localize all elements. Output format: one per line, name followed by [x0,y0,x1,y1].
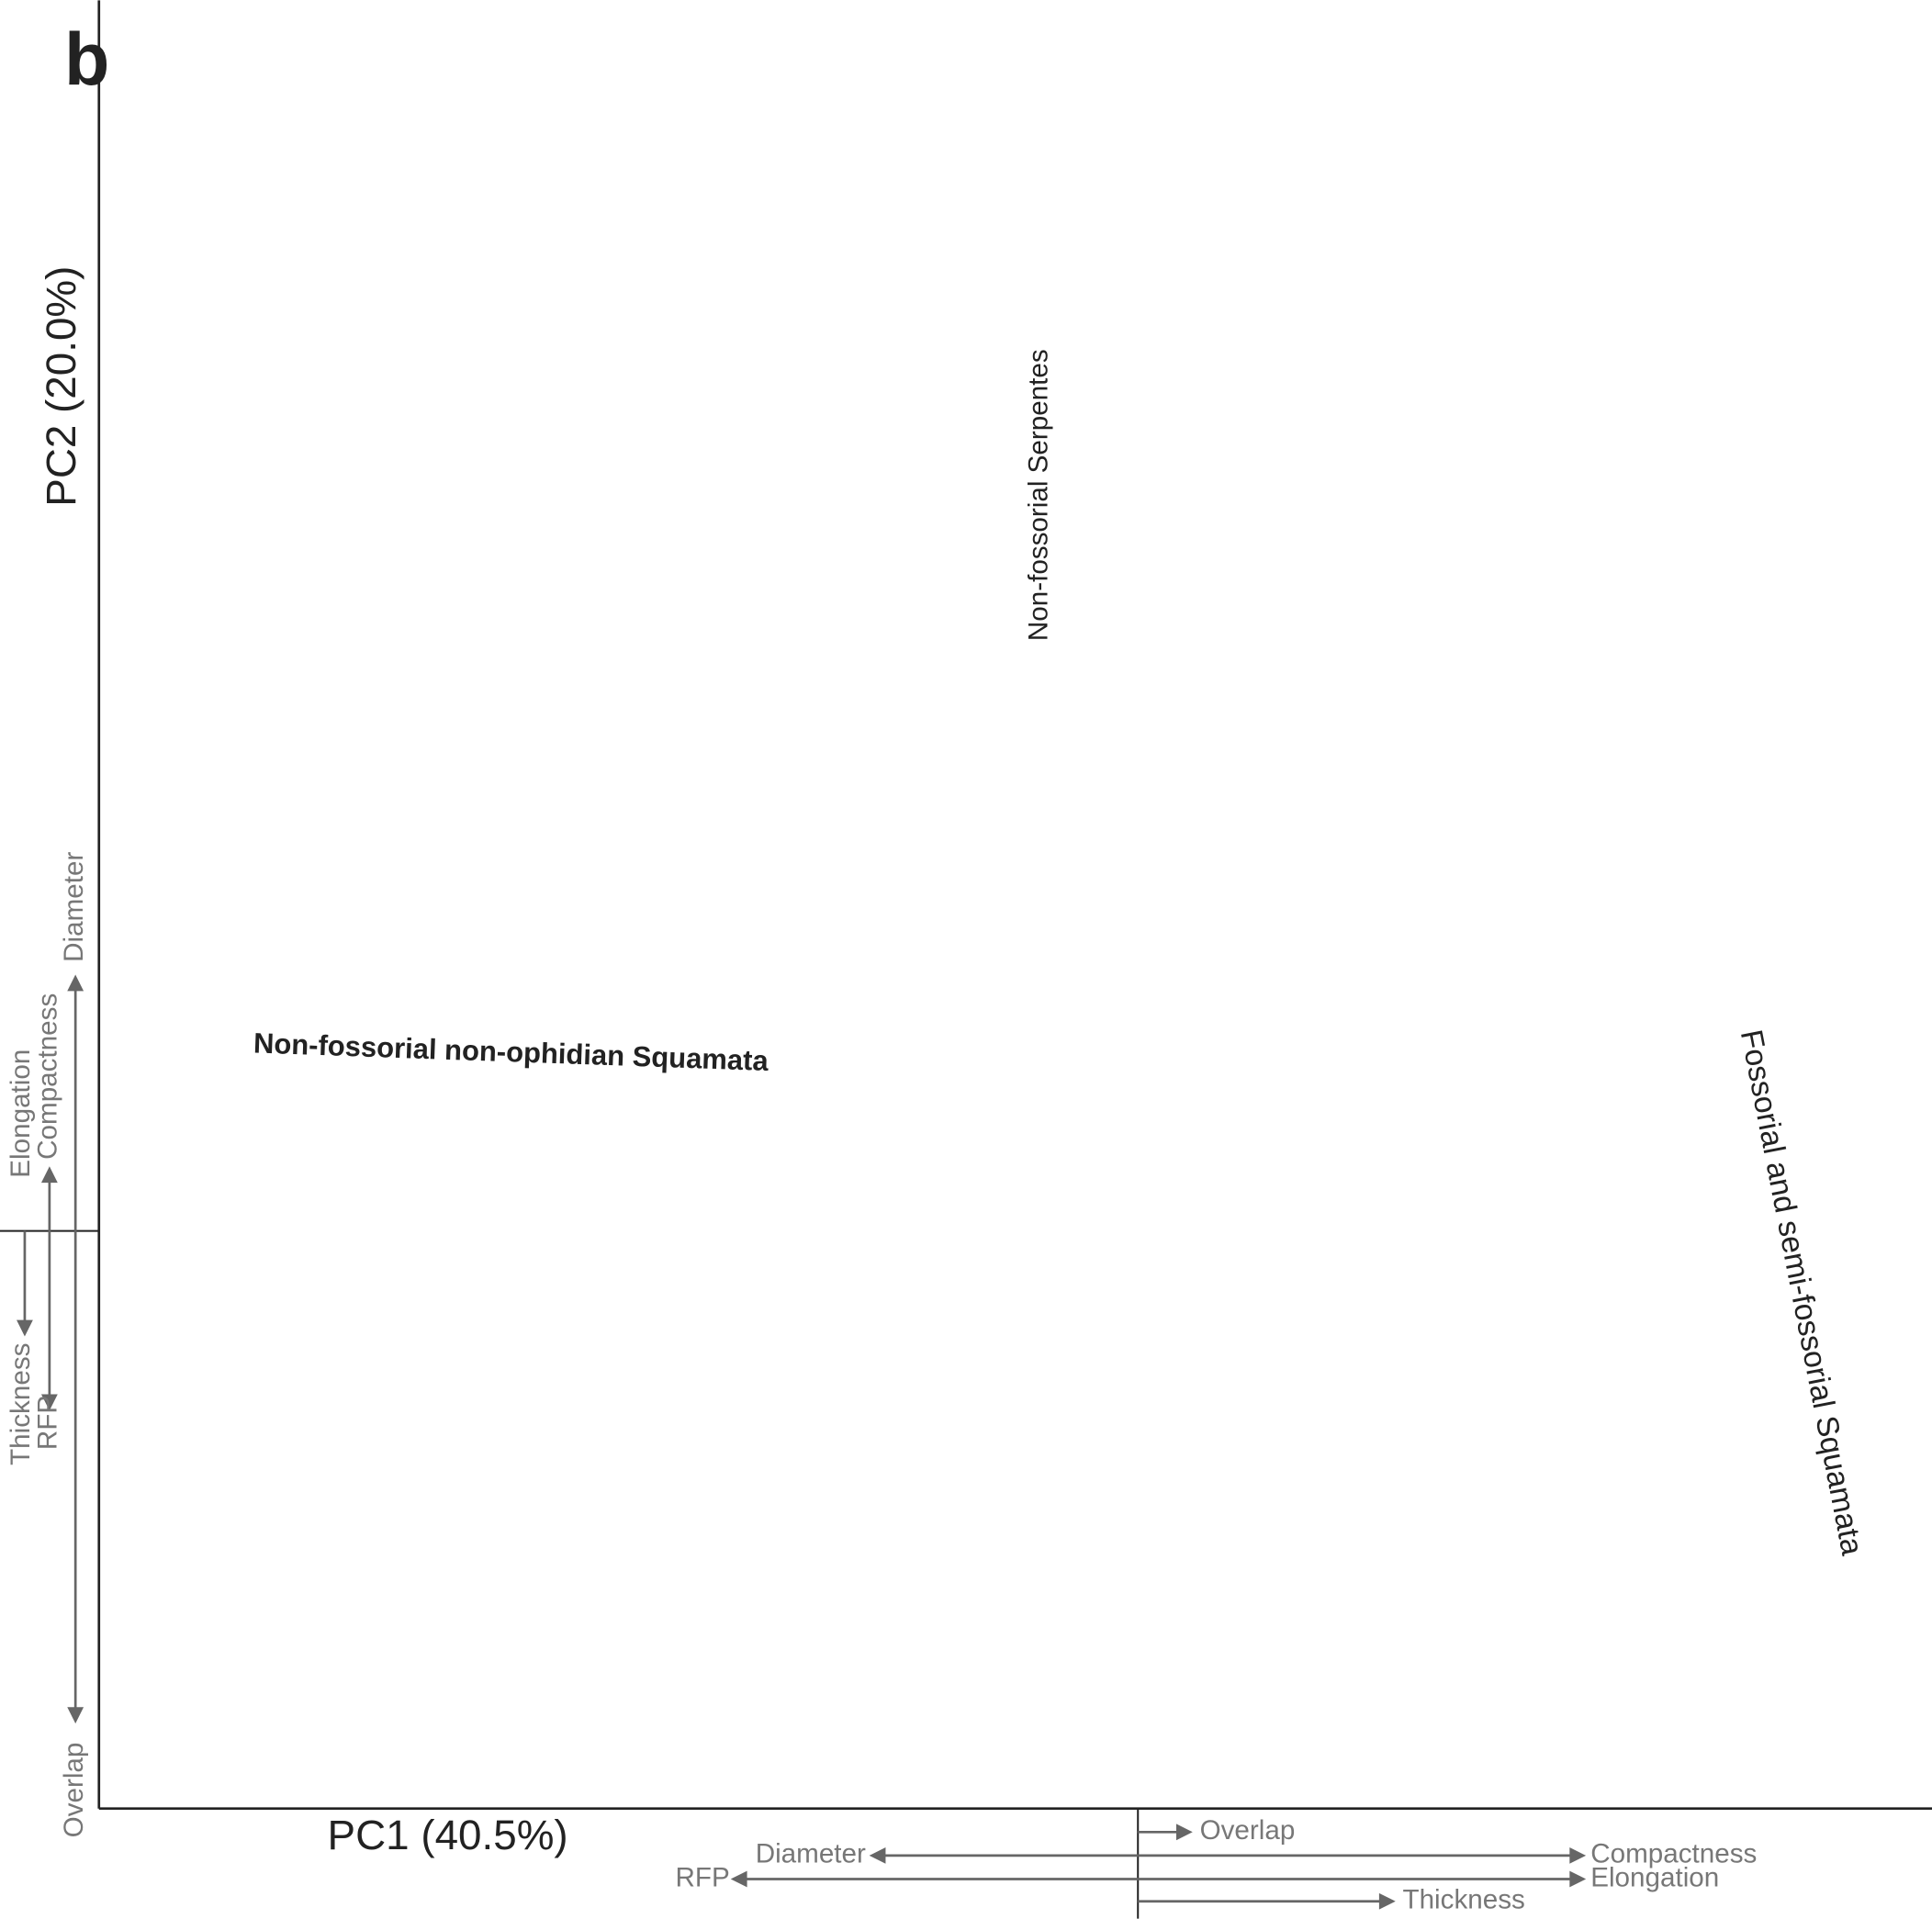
loading-label: Compactness [1590,1839,1757,1869]
loading-label: Elongation [6,1049,36,1178]
region-label: Non-fossorial non-ophidian Squamata [253,1027,770,1077]
loading-label: RFP [33,1396,63,1450]
loading-label: Thickness [1402,1885,1524,1915]
loading-label: Overlap [1200,1815,1296,1846]
panel-label: b [64,18,109,101]
loading-label: RFP [675,1862,729,1892]
loading-label: Diameter [756,1839,866,1869]
x-axis-title: PC1 (40.5%) [328,1812,568,1858]
loading-label: Diameter [59,852,89,962]
loading-label: Elongation [1590,1862,1719,1892]
loading-label: Overlap [59,1743,89,1838]
region-label: Fossorial and semi-fossorial Squamata [1734,1027,1869,1558]
loading-arrows [17,974,1587,1910]
loading-label: Thickness [6,1343,36,1465]
region-label: Non-fossorial Serpentes [1024,349,1054,641]
loading-label: Compactness [33,993,63,1160]
y-axis-title: PC2 (20.0%) [38,266,84,507]
